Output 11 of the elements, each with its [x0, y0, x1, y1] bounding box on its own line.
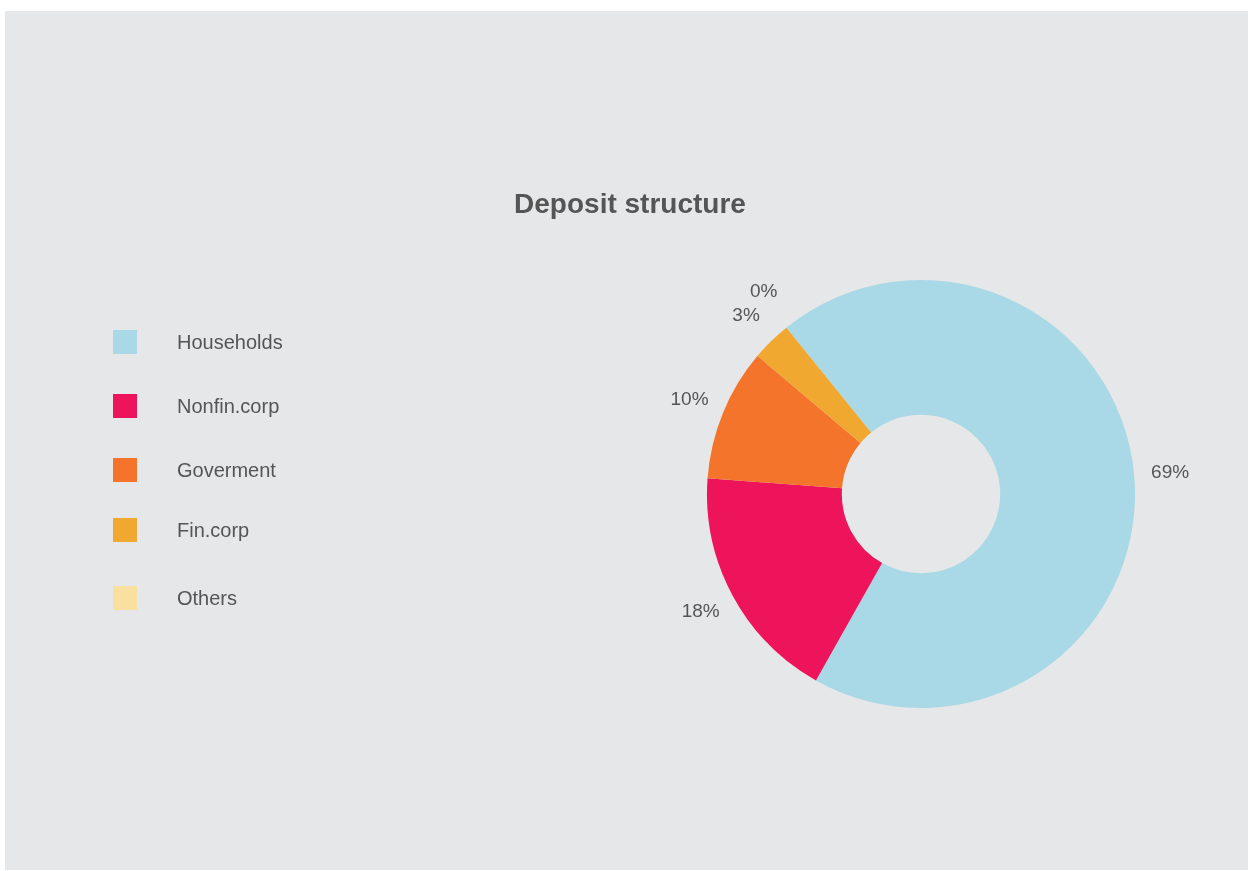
- text: 0%: [749, 279, 778, 301]
- legend-label: Others: [177, 586, 238, 610]
- data-label: 18%: [681, 600, 720, 622]
- legend-label: Households: [177, 330, 283, 354]
- legend-label: Nonfin.corp: [177, 394, 280, 418]
- data-label: 10%: [670, 387, 709, 409]
- legend-label: Fin.corp: [177, 518, 250, 542]
- data-label: 3%: [732, 303, 760, 325]
- chart-title: Deposit structure: [513, 188, 747, 220]
- data-label: 69%: [1151, 461, 1190, 483]
- legend-label: Goverment: [177, 458, 276, 482]
